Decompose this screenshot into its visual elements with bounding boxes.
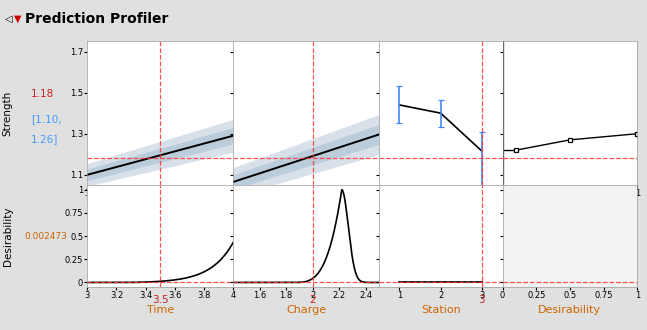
- Text: ◁: ◁: [5, 14, 13, 24]
- Text: 1.18: 1.18: [31, 89, 54, 99]
- Text: Desirability: Desirability: [538, 305, 602, 315]
- Text: [1.10,: [1.10,: [31, 114, 61, 124]
- Text: Charge: Charge: [286, 305, 326, 315]
- Text: 2: 2: [309, 295, 316, 305]
- Text: 3: 3: [479, 295, 485, 305]
- Text: 3.5: 3.5: [152, 295, 168, 305]
- Text: Desirability: Desirability: [3, 206, 13, 266]
- Text: 1.26]: 1.26]: [31, 134, 58, 144]
- Text: Strength: Strength: [3, 90, 13, 136]
- Text: Station: Station: [421, 305, 461, 315]
- Text: Time: Time: [147, 305, 174, 315]
- Text: ▼: ▼: [14, 14, 22, 24]
- Text: Prediction Profiler: Prediction Profiler: [25, 12, 168, 26]
- Text: 0.002473: 0.002473: [25, 232, 67, 241]
